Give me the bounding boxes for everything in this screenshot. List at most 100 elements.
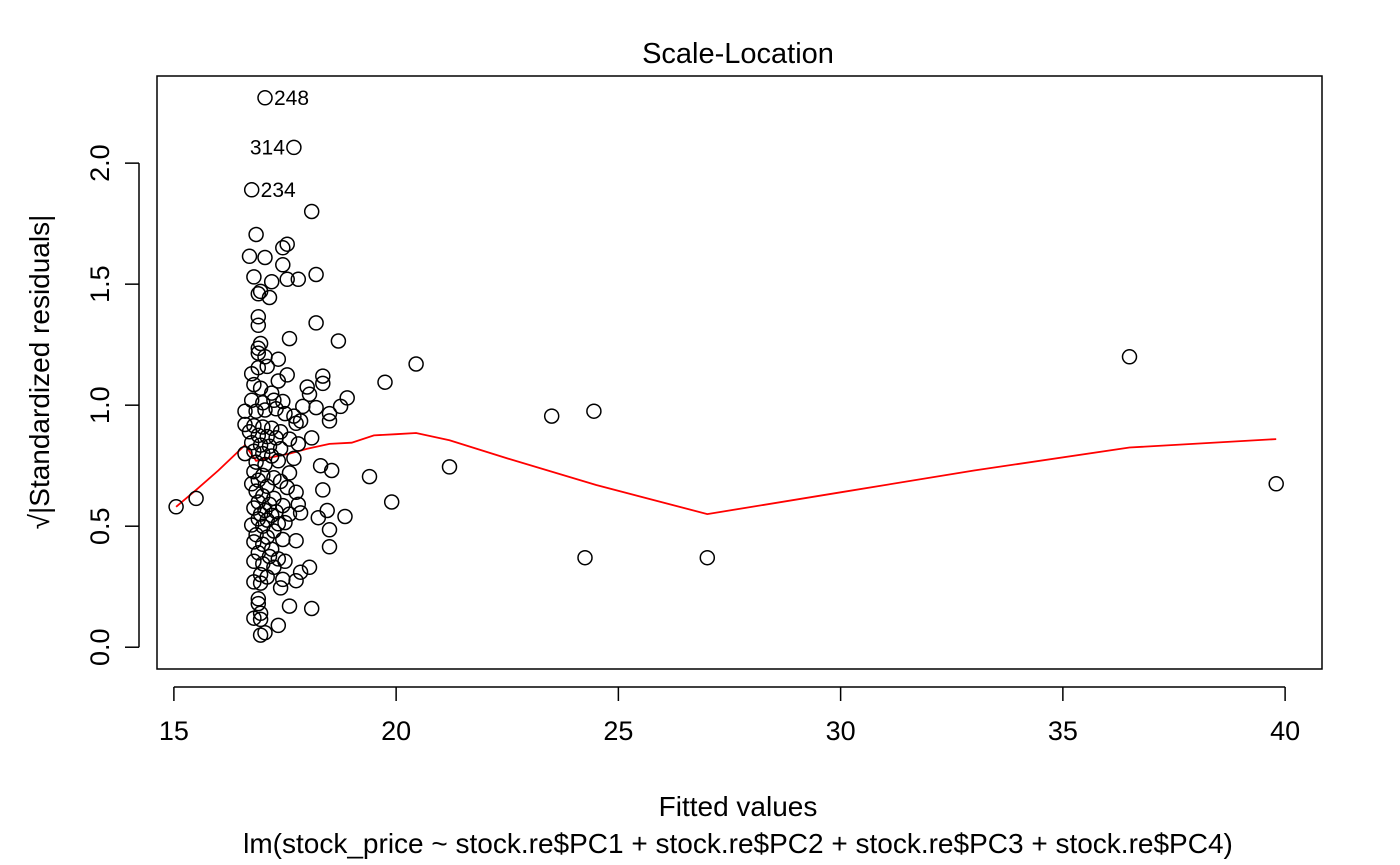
data-point [250, 545, 267, 561]
data-point [248, 454, 264, 470]
data-point [330, 333, 347, 349]
data-point [315, 368, 331, 384]
data-point [290, 496, 307, 513]
x-tick-label: 35 [1048, 716, 1078, 746]
data-point [290, 271, 307, 288]
data-point [257, 249, 273, 266]
data-point [288, 415, 304, 432]
data-point [270, 373, 287, 389]
data-point [241, 424, 258, 440]
data-point [303, 600, 320, 617]
data-point [252, 627, 269, 643]
y-tick-label: 1.0 [85, 386, 115, 424]
data-point [246, 463, 262, 480]
data-point [263, 273, 280, 290]
data-point [301, 386, 318, 403]
data-point [261, 289, 278, 306]
data-point [250, 309, 267, 325]
data-point [292, 564, 309, 580]
model-formula-label: lm(stock_price ~ stock.re$PC1 + stock.re… [243, 828, 1233, 859]
y-axis-label: √|Standardized residuals| [24, 215, 55, 530]
data-point [237, 403, 253, 419]
chart-title: Scale-Location [642, 38, 834, 70]
point-label: 234 [261, 179, 296, 202]
y-tick-label: 2.0 [85, 144, 115, 182]
data-point [168, 499, 184, 515]
point-label: 314 [250, 136, 285, 159]
data-point [248, 403, 264, 419]
data-point [250, 317, 267, 334]
data-point [272, 580, 289, 596]
data-point [321, 405, 338, 422]
data-point [292, 505, 309, 521]
y-tick-label: 1.5 [85, 265, 115, 303]
data-point [337, 508, 353, 525]
plot-frame [156, 75, 1323, 670]
data-point [263, 420, 280, 436]
data-point [281, 465, 298, 481]
data-point [290, 436, 307, 452]
x-tick-label: 15 [159, 716, 189, 746]
data-point [323, 462, 340, 479]
data-point [250, 591, 267, 607]
data-point [441, 459, 458, 475]
x-tick-label: 25 [603, 716, 633, 746]
data-point [303, 203, 320, 220]
data-point [377, 374, 393, 390]
data-point [286, 139, 302, 156]
data-point [332, 398, 349, 415]
data-point [237, 445, 253, 462]
data-point [243, 182, 260, 198]
data-point [241, 248, 258, 265]
data-point [255, 467, 271, 484]
data-point [295, 398, 311, 415]
data-point [308, 315, 324, 331]
data-point [246, 553, 262, 570]
data-point [255, 419, 271, 435]
point-label: 248 [274, 87, 309, 110]
data-point [319, 502, 335, 519]
data-point [243, 392, 260, 409]
data-point [279, 479, 295, 496]
y-axis: 0.0 0.5 1.0 1.5 2.0 [85, 144, 140, 666]
residual-points [168, 90, 1284, 643]
data-point [188, 490, 204, 507]
data-point [270, 551, 287, 567]
data-point [315, 375, 331, 392]
data-point [281, 330, 298, 347]
x-axis: 15 20 25 30 35 40 [159, 686, 1300, 746]
data-point [279, 236, 295, 252]
point-labels: 248 314 234 [250, 87, 309, 202]
data-point [1268, 476, 1284, 492]
data-point [288, 572, 304, 589]
data-point [315, 482, 331, 498]
data-point [321, 522, 338, 538]
data-point [361, 468, 378, 485]
data-point [281, 598, 298, 614]
data-point [586, 403, 602, 419]
data-point [275, 571, 291, 588]
data-point [279, 271, 295, 288]
data-point [281, 431, 298, 447]
x-tick-label: 40 [1270, 716, 1300, 746]
data-point [312, 457, 329, 474]
y-tick-label: 0.5 [85, 507, 115, 545]
data-point [321, 413, 338, 429]
data-point [246, 443, 262, 459]
data-point [383, 494, 400, 510]
data-point [250, 595, 267, 612]
data-point [252, 575, 269, 591]
data-point [1121, 349, 1138, 365]
x-tick-label: 30 [826, 716, 856, 746]
data-point [699, 549, 716, 566]
smooth-line [175, 432, 1277, 516]
data-point [543, 408, 560, 424]
data-point [259, 358, 275, 375]
data-point [257, 90, 273, 106]
data-point [310, 509, 327, 526]
data-point [270, 351, 287, 367]
data-point [288, 484, 304, 501]
data-point [408, 356, 424, 372]
data-point [257, 456, 273, 473]
data-point [243, 517, 260, 533]
